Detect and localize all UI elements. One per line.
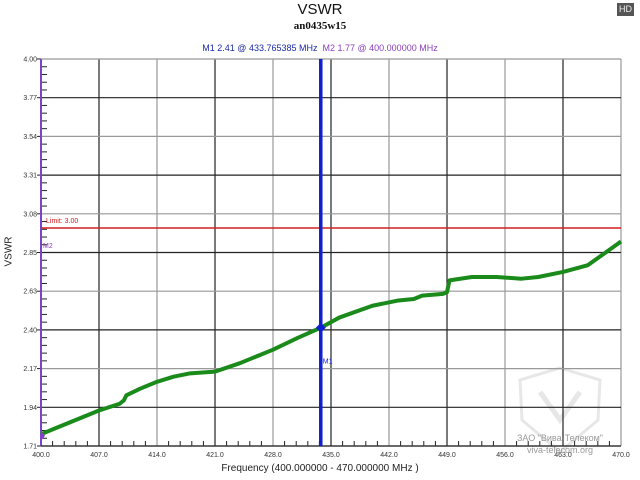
chart-subtitle: an0435w15 [293, 20, 347, 32]
marker-readout: M1 2.41 @ 433.765385 MHz M2 1.77 @ 400.0… [0, 43, 640, 53]
y-tick-label: 2.40 [23, 327, 37, 334]
watermark-logo [518, 366, 602, 454]
x-tick-label: 470.0 [612, 452, 630, 459]
marker2-label: M2 [43, 243, 53, 250]
hd-badge[interactable]: HD [617, 3, 634, 16]
y-axis-label: VSWR [3, 236, 15, 267]
marker2-readout: M2 1.77 @ 400.000000 MHz [322, 43, 438, 53]
marker1-diamond-icon[interactable] [315, 322, 326, 333]
x-tick-label: 463.0 [554, 452, 572, 459]
x-tick-label: 456.0 [496, 452, 514, 459]
y-tick-label: 3.54 [23, 134, 37, 141]
x-axis-label: Frequency (400.000000 - 470.000000 MHz ) [221, 463, 419, 474]
marker1-label: M1 [323, 359, 333, 366]
y-tick-label: 3.31 [23, 173, 37, 180]
x-tick-label: 414.0 [148, 452, 166, 459]
y-tick-label: 3.08 [23, 211, 37, 218]
x-tick-label: 400.0 [32, 452, 50, 459]
marker1-readout: M1 2.41 @ 433.765385 MHz [202, 43, 318, 53]
y-tick-label: 4.00 [23, 57, 37, 64]
marker2-triangle-icon[interactable] [41, 430, 45, 441]
y-tick-label: 2.63 [23, 289, 37, 296]
vswr-trace [40, 239, 623, 437]
limit-label: Limit: 3.00 [46, 218, 78, 225]
x-tick-label: 428.0 [264, 452, 282, 459]
x-tick-label: 435.0 [322, 452, 340, 459]
y-tick-label: 2.85 [23, 250, 37, 257]
x-tick-label: 421.0 [206, 452, 224, 459]
y-tick-label: 2.17 [23, 366, 37, 373]
y-tick-label: 3.77 [23, 95, 37, 102]
x-tick-label: 449.0 [438, 452, 456, 459]
y-tick-label: 1.94 [23, 405, 37, 412]
watermark-url: viva-telecom.org [527, 445, 593, 455]
x-tick-label: 442.0 [380, 452, 398, 459]
x-tick-label: 407.0 [90, 452, 108, 459]
y-tick-label: 1.71 [23, 444, 37, 451]
watermark-company: ЗАО "Вива-Телеком" [517, 433, 603, 443]
chart-title: VSWR [297, 1, 343, 18]
